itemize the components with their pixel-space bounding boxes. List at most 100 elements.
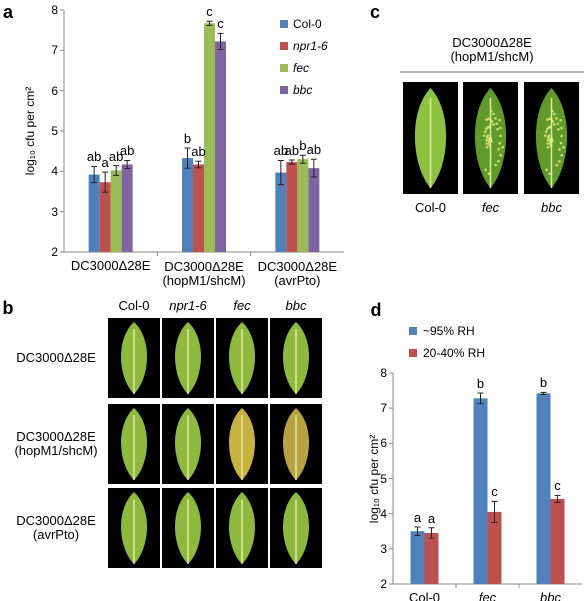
row-label: DC3000Δ28E (avrPto) bbox=[16, 513, 96, 542]
column-label: Col-0 bbox=[118, 298, 150, 313]
error-bar bbox=[206, 20, 213, 26]
error-bar bbox=[414, 526, 421, 536]
error-bar bbox=[540, 391, 547, 395]
legend-swatch bbox=[280, 20, 288, 28]
y-tick-label: 8 bbox=[380, 366, 387, 380]
column-label: bbc bbox=[285, 298, 307, 313]
bar bbox=[110, 170, 122, 252]
significance-letter: b bbox=[183, 130, 192, 146]
leaf-spot bbox=[485, 118, 488, 121]
significance-letter: b bbox=[299, 138, 307, 154]
leaf-spot bbox=[549, 144, 553, 148]
bar bbox=[204, 23, 215, 253]
row-label: DC3000Δ28E bbox=[16, 350, 96, 365]
row-label: DC3000Δ28E (hopM1/shcM) bbox=[14, 429, 98, 458]
leaf-spot bbox=[492, 123, 495, 126]
error-bar bbox=[195, 160, 202, 169]
leaf-spot bbox=[488, 144, 492, 148]
error-bar bbox=[299, 154, 306, 164]
leaf-spot bbox=[546, 138, 550, 142]
x-tick-label: DC3000Δ28E (avrPto) bbox=[257, 259, 338, 288]
leaf-spot bbox=[501, 146, 504, 149]
legend-label: bbc bbox=[293, 83, 313, 97]
significance-letter: c bbox=[491, 484, 498, 500]
leaf-spot bbox=[499, 134, 502, 138]
panel-label: a bbox=[2, 2, 14, 22]
error-bar bbox=[277, 159, 284, 186]
leaf-spot bbox=[494, 117, 497, 120]
leaf-spot bbox=[489, 109, 493, 113]
x-tick-label: DC3000Δ28E (hopM1/shcM) bbox=[162, 259, 246, 288]
leaf-spot bbox=[544, 130, 548, 133]
leaf-spot bbox=[495, 122, 499, 125]
error-bar bbox=[124, 159, 131, 170]
error-bar bbox=[491, 500, 498, 523]
legend-swatch bbox=[409, 327, 417, 335]
x-tick-label: DC3000Δ28E bbox=[70, 258, 151, 273]
leaf-spot bbox=[559, 118, 562, 122]
y-tick-label: 2 bbox=[380, 577, 387, 591]
bar bbox=[297, 159, 309, 252]
bar bbox=[536, 393, 551, 584]
bar bbox=[275, 172, 287, 252]
leaf-spot bbox=[560, 153, 564, 157]
leaf-spot bbox=[486, 134, 490, 137]
column-label: fec bbox=[481, 200, 500, 215]
significance-letter: ab bbox=[191, 144, 206, 160]
bar bbox=[182, 158, 193, 252]
leaf-spot bbox=[496, 128, 499, 131]
error-bar bbox=[217, 32, 224, 51]
leaf-spot bbox=[556, 122, 560, 125]
legend-label: fec bbox=[293, 61, 310, 75]
y-tick-label: 7 bbox=[51, 43, 58, 58]
leaf-spot bbox=[553, 123, 556, 126]
y-tick-label: 8 bbox=[51, 3, 58, 17]
x-tick-label: Col-0 bbox=[408, 590, 441, 601]
leaf-spot bbox=[545, 168, 548, 172]
leaf-spot bbox=[498, 118, 501, 122]
error-bar bbox=[184, 147, 191, 169]
y-axis-label: log₁₀ cfu per cm² bbox=[367, 434, 381, 523]
bar bbox=[487, 511, 502, 584]
column-label: Col-0 bbox=[414, 200, 447, 215]
error-bar bbox=[102, 171, 109, 193]
leaf-spot bbox=[546, 118, 549, 121]
panel-label: b bbox=[2, 298, 14, 318]
legend-swatch bbox=[280, 86, 288, 94]
leaf-spot bbox=[549, 137, 553, 140]
leaf-spot bbox=[546, 145, 550, 149]
error-bar bbox=[477, 392, 484, 405]
bar bbox=[410, 531, 425, 584]
y-tick-label: 5 bbox=[51, 124, 58, 138]
panel-label: c bbox=[369, 2, 381, 22]
y-tick-label: 6 bbox=[380, 436, 387, 451]
leaf-spot bbox=[483, 130, 487, 133]
leaf-spot bbox=[558, 148, 561, 151]
bar bbox=[473, 398, 488, 584]
leaf-spot bbox=[550, 109, 554, 113]
y-tick-label: 7 bbox=[380, 401, 387, 416]
leaf-spot bbox=[485, 145, 489, 149]
significance-letter: ab bbox=[86, 149, 102, 165]
bar bbox=[193, 164, 204, 252]
legend-label: Col-0 bbox=[293, 17, 322, 31]
leaf-spot bbox=[550, 118, 553, 121]
leaf-spot bbox=[562, 146, 565, 149]
legend-label: npr1-6 bbox=[293, 39, 328, 53]
leaf-spot bbox=[498, 141, 502, 145]
leaf-spot bbox=[497, 159, 500, 163]
leaf-spot bbox=[559, 141, 563, 145]
leaf-spot bbox=[494, 163, 497, 167]
x-tick-label: bbc bbox=[540, 590, 561, 601]
y-tick-label: 2 bbox=[51, 245, 58, 259]
leaf-spot bbox=[485, 138, 489, 142]
y-tick-label: 4 bbox=[51, 164, 58, 179]
legend-label: ~95% RH bbox=[423, 324, 475, 338]
leaf-spot bbox=[499, 153, 503, 157]
significance-letter: c bbox=[206, 4, 213, 20]
significance-letter: a bbox=[101, 155, 109, 171]
panel-title: DC3000Δ28E (hopM1/shcM) bbox=[450, 35, 534, 64]
significance-letter: ab bbox=[273, 143, 289, 159]
error-bar bbox=[288, 159, 295, 165]
leaf-spot bbox=[553, 112, 556, 116]
